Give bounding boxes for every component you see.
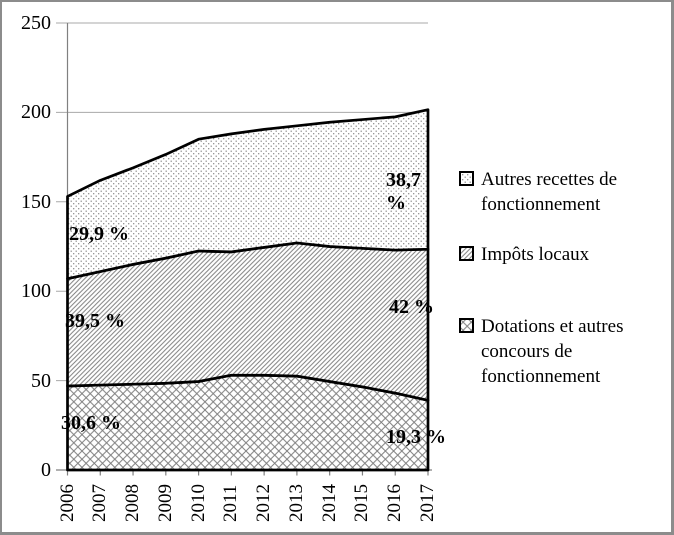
x-axis-tick-label: 2013 [285, 484, 307, 522]
annotation-autres-start: 29,9 % [69, 223, 129, 245]
area-series-dots [66, 108, 430, 281]
legend-item-autres-recettes: Autres recettes de fonctionnement [459, 167, 669, 217]
x-axis-tick-label: 2016 [384, 484, 406, 522]
y-axis-tick-label: 200 [21, 101, 51, 124]
x-axis-tick-label: 2015 [351, 484, 373, 522]
legend-item-impots-locaux: Impôts locaux [459, 242, 669, 267]
legend-item-label: Autres recettes de fonctionnement [481, 169, 618, 215]
x-axis-tick-label: 2017 [417, 484, 438, 522]
x-axis-tick-label: 2009 [154, 484, 176, 522]
y-axis-tick-label: 150 [21, 190, 51, 213]
x-axis-tick-label: 2012 [253, 484, 275, 522]
legend-item-label: Impôts locaux [481, 244, 590, 265]
diagonal-pattern-swatch-icon [459, 246, 474, 261]
y-axis-tick-label: 0 [41, 459, 51, 481]
annotation-impots-start: 39,5 % [65, 310, 125, 332]
annotation-impots-end: 42 % [389, 296, 434, 318]
legend-item-dotations: Dotations et autres concours de fonction… [459, 314, 669, 389]
annotation-autres-end: 38,7 % [386, 169, 421, 214]
legend-item-label: Dotations et autres concours de fonction… [481, 316, 624, 387]
crosshatch-pattern-swatch-icon [459, 318, 474, 333]
y-axis-tick-label: 100 [21, 280, 51, 303]
annotation-dotations-end: 19,3 % [386, 426, 446, 448]
x-axis-tick-label: 2014 [318, 484, 340, 522]
y-axis-tick-label: 50 [31, 369, 51, 392]
x-axis-tick-label: 2010 [187, 484, 209, 522]
dots-pattern-swatch-icon [459, 171, 474, 186]
x-axis-tick-label: 2011 [220, 484, 242, 522]
annotation-dotations-start: 30,6 % [61, 412, 121, 434]
x-axis-tick-label: 2006 [56, 484, 78, 522]
x-axis-tick-label: 2007 [89, 484, 111, 522]
x-axis-tick-label: 2008 [122, 484, 144, 522]
y-axis-tick-label: 250 [21, 12, 51, 34]
